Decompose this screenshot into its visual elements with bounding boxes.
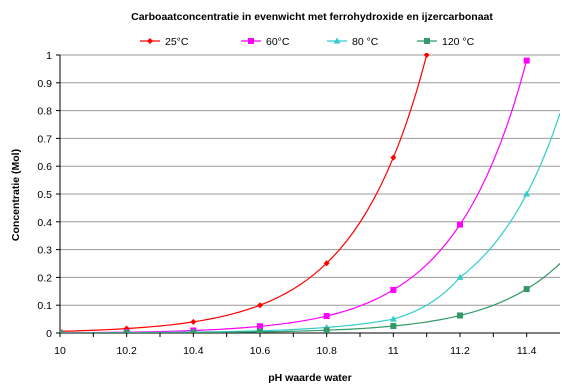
data-point: [423, 53, 430, 58]
data-point: [390, 286, 397, 293]
x-tick-label: 11.4: [517, 345, 537, 357]
legend-marker: [147, 38, 153, 44]
data-point: [323, 327, 330, 333]
y-axis-label: Concentratie (Mol): [10, 149, 22, 241]
legend-marker: [333, 37, 341, 44]
data-point: [389, 315, 397, 322]
y-tick-label: 0.9: [37, 78, 52, 90]
y-tick-label: 0: [46, 328, 52, 340]
legend-marker: [424, 38, 430, 44]
x-tick-label: 10: [54, 345, 66, 357]
data-point: [323, 260, 330, 267]
y-tick-label: 0.4: [37, 217, 52, 229]
data-point: [60, 329, 63, 333]
legend: 25°C 60°C 80 °C 120 °C: [140, 36, 475, 48]
series-2: [60, 113, 560, 333]
data-point: [257, 323, 263, 330]
legend-marker: [248, 38, 254, 44]
x-tick-label: 10.4: [183, 345, 204, 357]
y-tick-label: 0.8: [37, 106, 52, 118]
y-tick-label: 1: [46, 50, 52, 62]
data-point: [190, 318, 197, 325]
data-point: [456, 273, 464, 280]
data-point: [457, 221, 463, 228]
series-1: [60, 57, 530, 333]
legend-label: 120 °C: [442, 36, 475, 48]
x-axis-label: pH waarde water: [268, 372, 351, 384]
y-tick-label: 0.5: [37, 189, 52, 201]
data-point: [390, 323, 397, 330]
legend-item: 80 °C: [327, 36, 379, 48]
y-tick-label: 0.1: [37, 300, 52, 312]
legend-item: 120 °C: [417, 36, 475, 48]
series-group: [60, 53, 560, 333]
y-tick-label: 0.2: [37, 272, 52, 284]
y-tick-label: 0.3: [37, 245, 52, 257]
y-tick-label: 0.7: [37, 133, 52, 145]
series-line: [60, 60, 528, 333]
legend-label: 80 °C: [352, 36, 379, 48]
legend-label: 60°C: [266, 36, 290, 48]
chart-title: Carboaatconcentratie in evenwicht met fe…: [131, 11, 493, 23]
data-point: [257, 328, 263, 333]
data-point: [123, 329, 130, 333]
x-tick-label: 10.2: [116, 345, 137, 357]
data-point: [523, 286, 530, 293]
tick-labels: 0 0.1 0.2 0.3 0.4 0.5 0.6 0.7 0.8 0.9 1 10 10.2 10.4 1…: [37, 50, 536, 357]
x-tick-label: 10.8: [316, 345, 337, 357]
data-point: [390, 154, 397, 161]
legend-label: 25°C: [165, 36, 189, 48]
x-tick-label: 11.2: [450, 345, 470, 357]
data-point: [323, 313, 330, 320]
grid: [60, 54, 560, 306]
x-tick-label: 10.6: [250, 345, 271, 357]
data-point: [457, 312, 463, 319]
x-tick-label: 11: [388, 345, 399, 357]
series-line: [60, 113, 560, 333]
series-line: [60, 263, 560, 333]
legend-item: 25°C: [140, 36, 189, 48]
series-3: [60, 263, 560, 333]
series-line: [60, 54, 428, 332]
data-point: [190, 329, 197, 333]
series-0: [60, 53, 430, 333]
axes: [56, 54, 560, 337]
y-tick-label: 0.6: [37, 161, 52, 173]
data-point: [257, 302, 263, 309]
legend-item: 60°C: [241, 36, 290, 48]
data-point: [523, 190, 531, 197]
data-point: [523, 57, 530, 64]
